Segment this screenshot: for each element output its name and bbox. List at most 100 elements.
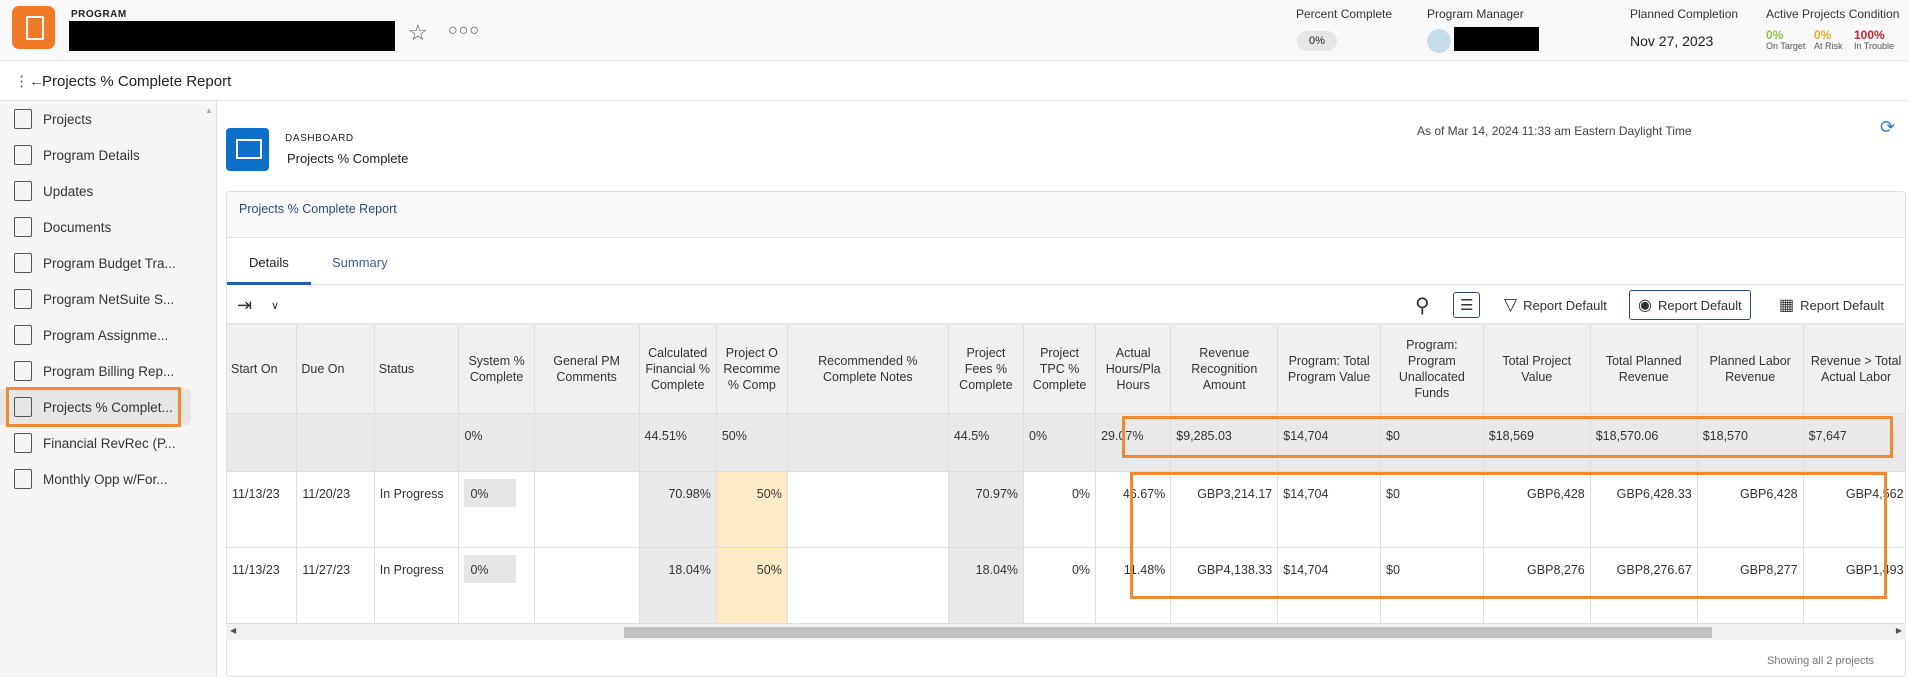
table-cell: 50% bbox=[716, 547, 788, 624]
scrollbar-thumb[interactable] bbox=[624, 627, 1712, 638]
column-header[interactable]: Project TPC % Complete bbox=[1023, 325, 1097, 414]
sidebar-item[interactable]: Program Budget Tra... bbox=[0, 245, 216, 281]
condition-on-target: 0% On Target bbox=[1766, 29, 1805, 52]
system-complete-field[interactable]: 0% bbox=[464, 478, 517, 507]
export-icon[interactable]: ⇥ bbox=[237, 294, 253, 315]
column-header[interactable]: Calculated Financial % Complete bbox=[639, 325, 717, 414]
dashboard-icon bbox=[226, 128, 269, 171]
table-cell: 0% bbox=[1023, 547, 1097, 624]
condition-in-trouble: 100% In Trouble bbox=[1854, 28, 1895, 52]
program-name-redacted bbox=[69, 21, 395, 51]
horizontal-scrollbar[interactable]: ◀ ▶ bbox=[226, 623, 1906, 640]
sidebar-item[interactable]: Projects % Complet... bbox=[0, 389, 191, 425]
table-cell: $0 bbox=[1380, 413, 1484, 472]
table-row: 11/13/23 11/27/23 In Progress 0% 18.04% 50% 18… bbox=[227, 547, 1905, 624]
sidebar-item-label: Program Details bbox=[43, 147, 140, 163]
report-icon bbox=[14, 397, 32, 417]
column-header[interactable]: Program: Total Program Value bbox=[1277, 325, 1381, 414]
export-chevron-down-icon[interactable]: ∨ bbox=[271, 299, 280, 312]
tab-summary[interactable]: Summary bbox=[332, 255, 388, 270]
search-icon[interactable]: ⚲ bbox=[1415, 294, 1430, 317]
program-logo-icon bbox=[12, 6, 55, 49]
column-header[interactable]: Recommended % Complete Notes bbox=[787, 325, 949, 414]
sidebar-item-label: Financial RevRec (P... bbox=[43, 435, 176, 451]
table-cell: In Progress bbox=[374, 547, 460, 624]
system-complete-field[interactable]: 0% bbox=[464, 554, 517, 583]
sidebar-item[interactable]: Projects bbox=[0, 101, 216, 137]
table-cell bbox=[787, 413, 949, 472]
report-icon bbox=[14, 325, 32, 345]
column-header[interactable]: Due On bbox=[296, 325, 375, 414]
report-tabs: Details Summary bbox=[227, 238, 1905, 285]
grouping-button[interactable]: ▦ Report Default bbox=[1779, 292, 1884, 318]
more-options-icon[interactable]: ○○○ bbox=[448, 22, 480, 39]
sidebar-item[interactable]: Program Details bbox=[0, 137, 216, 173]
table-cell bbox=[787, 547, 949, 624]
avatar[interactable] bbox=[1427, 29, 1451, 53]
sidebar-item[interactable]: Monthly Opp w/For... bbox=[0, 461, 216, 497]
planned-completion-value: Nov 27, 2023 bbox=[1630, 33, 1714, 49]
column-header[interactable]: General PM Comments bbox=[534, 325, 640, 414]
table-cell: 46.67% bbox=[1095, 471, 1172, 548]
projects-icon bbox=[14, 109, 32, 129]
sidebar-item[interactable]: Financial RevRec (P... bbox=[0, 425, 216, 461]
report-icon bbox=[14, 433, 32, 453]
column-tools-icon[interactable]: ☰ bbox=[1453, 292, 1481, 318]
report-toolbar: ⇥ ∨ ⚲ ☰ ▽ Report Default ◉ Report Default … bbox=[227, 285, 1905, 325]
in-trouble-value: 100% bbox=[1854, 28, 1885, 42]
table-cell: 44.51% bbox=[639, 413, 717, 472]
table-cell: $18,570.06 bbox=[1590, 413, 1698, 472]
in-trouble-label: In Trouble bbox=[1854, 41, 1895, 51]
column-header[interactable]: Revenue Recognition Amount bbox=[1170, 325, 1279, 414]
scroll-up-icon[interactable]: ▲ bbox=[205, 106, 213, 115]
column-header[interactable]: Project Fees % Complete bbox=[948, 325, 1025, 414]
sidebar-item[interactable]: Updates bbox=[0, 173, 216, 209]
showing-count: Showing all 2 projects bbox=[1767, 655, 1875, 667]
sidebar-item-label: Projects bbox=[43, 111, 92, 127]
column-header[interactable]: Start On bbox=[227, 325, 298, 414]
summary-row: 0% 44.51% 50% 44.5% 0% 29.07% $9,285.03 $14,704… bbox=[227, 413, 1905, 472]
column-header[interactable]: Status bbox=[374, 325, 460, 414]
collapse-sidebar-icon[interactable]: ⋮← bbox=[14, 73, 44, 90]
sidebar-item[interactable]: Program Assignme... bbox=[0, 317, 216, 353]
scroll-right-icon[interactable]: ▶ bbox=[1895, 626, 1902, 635]
report-table: Start On Due On Status System % Complete Gen… bbox=[227, 325, 1905, 624]
column-header[interactable]: System % Complete bbox=[458, 325, 535, 414]
table-cell: $0 bbox=[1380, 471, 1484, 548]
sidebar-item[interactable]: Program Billing Rep... bbox=[0, 353, 216, 389]
column-header[interactable]: Project O Recomme % Comp bbox=[716, 325, 788, 414]
table-cell: 11/13/23 bbox=[227, 547, 298, 624]
tab-details[interactable]: Details bbox=[227, 255, 311, 285]
percent-complete-label: Percent Complete bbox=[1296, 7, 1393, 21]
table-cell: $18,569 bbox=[1483, 413, 1591, 472]
sidebar-item[interactable]: Documents bbox=[0, 209, 216, 245]
table-row: 11/13/23 11/20/23 In Progress 0% 70.98% 50% 70… bbox=[227, 471, 1905, 548]
at-risk-value: 0% bbox=[1814, 28, 1832, 42]
table-cell: $7,647 bbox=[1803, 413, 1905, 472]
column-header[interactable]: Revenue > Total Actual Labor bbox=[1803, 325, 1905, 414]
table-cell: 11/13/23 bbox=[227, 471, 298, 548]
program-header: PROGRAM ☆ ○○○ Percent Complete 0% Progra… bbox=[0, 0, 1909, 61]
sidebar-item-label: Program NetSuite S... bbox=[43, 291, 175, 307]
table-cell bbox=[296, 413, 375, 472]
page-title: Projects % Complete Report bbox=[42, 73, 232, 90]
column-header[interactable]: Planned Labor Revenue bbox=[1697, 325, 1804, 414]
column-header[interactable]: Actual Hours/Pla Hours bbox=[1095, 325, 1172, 414]
table-cell: 29.07% bbox=[1095, 413, 1172, 472]
table-cell bbox=[787, 471, 949, 548]
report-icon bbox=[14, 253, 32, 273]
view-button[interactable]: ◉ Report Default bbox=[1629, 290, 1751, 320]
table-cell: 18.04% bbox=[948, 547, 1025, 624]
column-header[interactable]: Program: Program Unallocated Funds bbox=[1380, 325, 1484, 414]
sidebar-item[interactable]: Program NetSuite S... bbox=[0, 281, 216, 317]
filter-icon: ▽ bbox=[1504, 295, 1518, 314]
report-card: Projects % Complete Report Details Summa… bbox=[226, 191, 1906, 677]
favorite-star-icon[interactable]: ☆ bbox=[408, 20, 428, 45]
refresh-icon[interactable]: ⟳ bbox=[1880, 117, 1896, 137]
scroll-left-icon[interactable]: ◀ bbox=[230, 626, 237, 635]
table-cell: GBP1,493 bbox=[1803, 547, 1905, 624]
column-header[interactable]: Total Planned Revenue bbox=[1590, 325, 1698, 414]
column-header[interactable]: Total Project Value bbox=[1483, 325, 1591, 414]
table-cell: GBP3,214.17 bbox=[1170, 471, 1279, 548]
filter-button[interactable]: ▽ Report Default bbox=[1504, 292, 1607, 318]
